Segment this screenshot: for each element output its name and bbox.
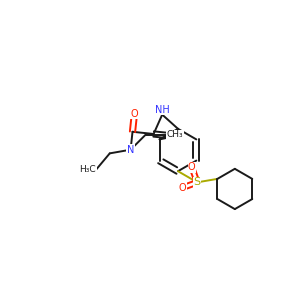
Text: O: O xyxy=(188,162,196,172)
Text: NH: NH xyxy=(155,105,170,115)
Text: H₃C: H₃C xyxy=(80,165,96,174)
Text: N: N xyxy=(127,145,134,155)
Text: O: O xyxy=(130,109,138,119)
Text: O: O xyxy=(178,183,186,193)
Text: CH₃: CH₃ xyxy=(167,130,183,139)
Text: S: S xyxy=(194,177,201,187)
